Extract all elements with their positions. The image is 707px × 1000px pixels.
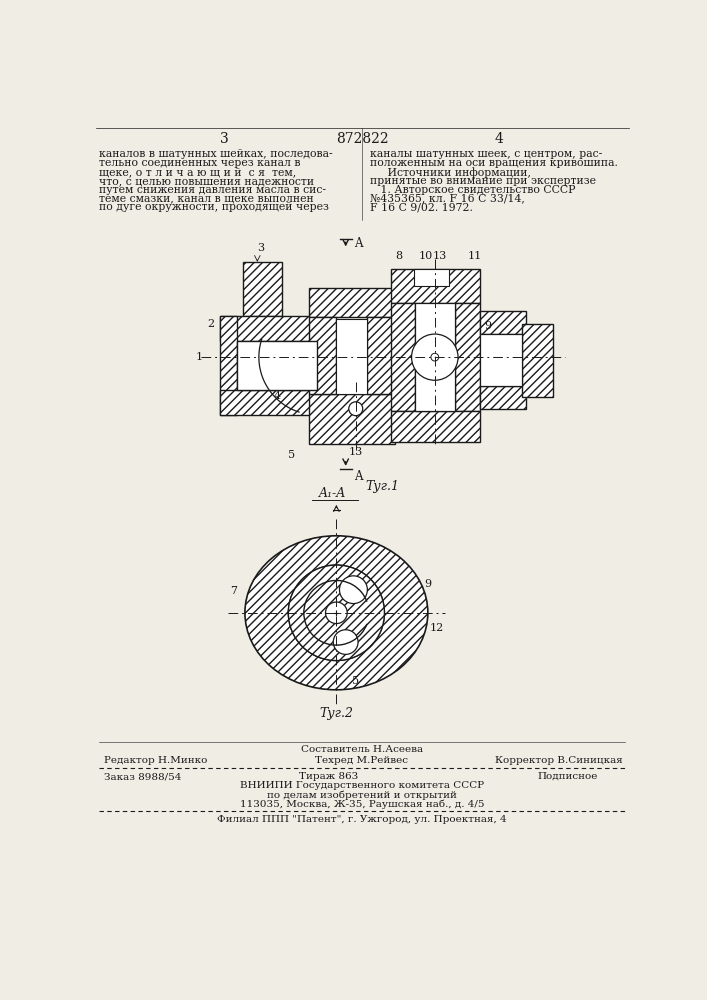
Text: 113035, Москва, Ж-35, Раушская наб., д. 4/5: 113035, Москва, Ж-35, Раушская наб., д. …: [240, 800, 484, 809]
Circle shape: [325, 602, 347, 624]
Text: принятые во внимание при экспертизе: принятые во внимание при экспертизе: [370, 176, 596, 186]
Text: 872822: 872822: [336, 132, 388, 146]
Text: Τуг.2: Τуг.2: [320, 707, 354, 720]
Text: 4: 4: [274, 391, 281, 401]
Text: 3: 3: [221, 132, 229, 146]
Text: 13: 13: [433, 251, 448, 261]
Text: Филиал ППП "Патент", г. Ужгород, ул. Проектная, 4: Филиал ППП "Патент", г. Ужгород, ул. Про…: [217, 815, 507, 824]
Text: 12: 12: [429, 623, 443, 633]
Text: A₁-A: A₁-A: [319, 487, 346, 500]
Text: каналы шатунных шеек, с центром, рас-: каналы шатунных шеек, с центром, рас-: [370, 149, 602, 159]
Bar: [220, 390, 317, 415]
Text: Заказ 8988/54: Заказ 8988/54: [104, 772, 181, 781]
Text: ВНИИПИ Государственного комитета СССР: ВНИИПИ Государственного комитета СССР: [240, 781, 484, 790]
Text: 10: 10: [419, 251, 433, 261]
Bar: [337, 319, 368, 394]
Text: Составитель Н.Асеева: Составитель Н.Асеева: [301, 745, 423, 754]
Text: 1: 1: [196, 352, 203, 362]
Text: Техред М.Рейвес: Техред М.Рейвес: [315, 756, 409, 765]
Text: 9: 9: [424, 579, 431, 589]
Text: 4: 4: [495, 132, 503, 146]
Bar: [237, 341, 317, 390]
Text: положенным на оси вращения кривошипа.: положенным на оси вращения кривошипа.: [370, 158, 618, 168]
Text: F 16 C 9/02. 1972.: F 16 C 9/02. 1972.: [370, 202, 472, 212]
Text: 5: 5: [288, 450, 295, 460]
Text: Тираж 863: Тираж 863: [299, 772, 358, 781]
Text: 11: 11: [467, 251, 481, 261]
Text: 8: 8: [395, 251, 402, 261]
Text: Редактор Н.Минко: Редактор Н.Минко: [104, 756, 207, 765]
Text: 6: 6: [307, 346, 314, 356]
Text: 7: 7: [230, 586, 237, 596]
Ellipse shape: [245, 536, 428, 690]
Bar: [309, 288, 395, 317]
Bar: [480, 311, 526, 334]
Text: A: A: [354, 470, 363, 483]
Bar: [220, 316, 237, 415]
Text: 3: 3: [257, 243, 264, 253]
Text: по делам изобретений и открытий: по делам изобретений и открытий: [267, 791, 457, 800]
Bar: [368, 317, 395, 394]
Text: путем снижения давления масла в сис-: путем снижения давления масла в сис-: [99, 185, 326, 195]
Bar: [243, 262, 282, 316]
Circle shape: [431, 353, 438, 361]
Circle shape: [333, 630, 358, 654]
Text: щеке, о т л и ч а ю щ и й  с я  тем,: щеке, о т л и ч а ю щ и й с я тем,: [99, 167, 296, 177]
Bar: [414, 269, 449, 286]
Text: Подписное: Подписное: [538, 772, 598, 781]
Bar: [416, 303, 455, 411]
Text: A: A: [354, 237, 363, 250]
Bar: [522, 324, 554, 397]
Bar: [220, 316, 317, 341]
Text: Корректор В.Синицкая: Корректор В.Синицкая: [496, 756, 623, 765]
Bar: [391, 411, 480, 442]
Circle shape: [349, 402, 363, 416]
Text: 5: 5: [352, 676, 359, 686]
Text: каналов в шатунных шейках, последова-: каналов в шатунных шейках, последова-: [99, 149, 333, 159]
Bar: [455, 303, 480, 411]
Text: 1. Авторское свидетельство СССР: 1. Авторское свидетельство СССР: [370, 185, 575, 195]
Text: №435365, кл. F 16 C 33/14,: №435365, кл. F 16 C 33/14,: [370, 194, 525, 204]
Bar: [391, 303, 416, 411]
Circle shape: [288, 565, 385, 661]
Bar: [480, 386, 526, 409]
Bar: [309, 394, 395, 444]
Text: что, с целью повышения надежности: что, с целью повышения надежности: [99, 176, 315, 186]
Bar: [480, 334, 522, 386]
Bar: [309, 317, 337, 394]
Text: тельно соединенных через канал в: тельно соединенных через канал в: [99, 158, 300, 168]
Text: 13: 13: [349, 447, 363, 457]
Text: Источники информации,: Источники информации,: [370, 167, 531, 178]
Text: 9: 9: [484, 321, 491, 331]
Text: 2: 2: [208, 319, 215, 329]
Text: теме смазки, канал в щеке выполнен: теме смазки, канал в щеке выполнен: [99, 194, 314, 204]
Text: Τуг.1: Τуг.1: [366, 480, 400, 493]
Text: по дуге окружности, проходящей через: по дуге окружности, проходящей через: [99, 202, 329, 212]
Bar: [391, 269, 480, 303]
Circle shape: [288, 565, 385, 661]
Circle shape: [339, 576, 368, 604]
Circle shape: [411, 334, 458, 380]
